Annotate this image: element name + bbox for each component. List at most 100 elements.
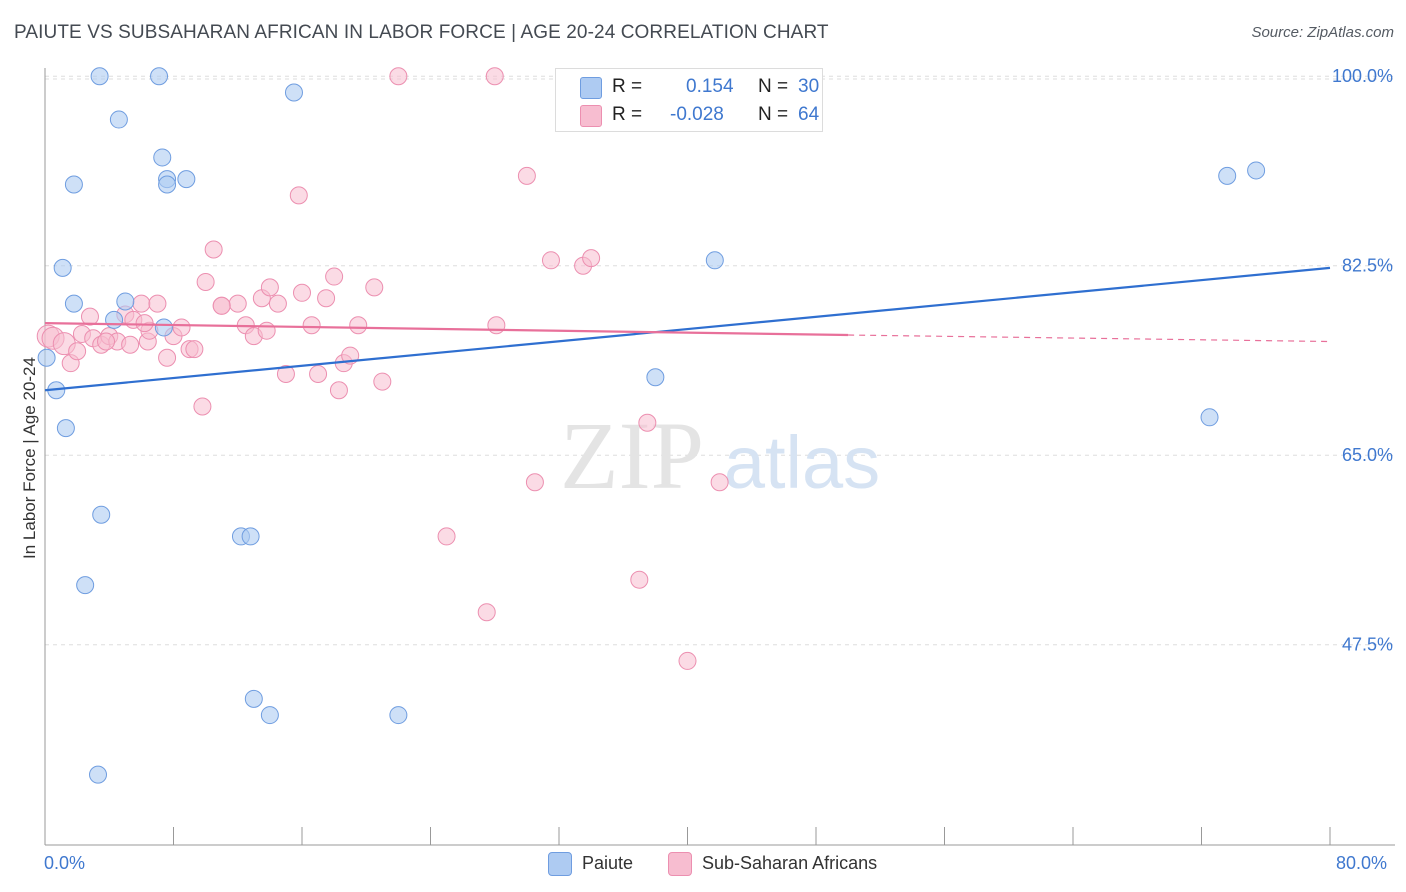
axes [44, 68, 1395, 846]
subsaharan-point [329, 381, 348, 400]
subsaharan-point [196, 272, 215, 291]
paiute-point [56, 419, 75, 438]
y-tick-label-3: 47.5% [1342, 635, 1393, 655]
subsaharan-point [132, 294, 151, 313]
x-tick-min: 0.0% [44, 853, 86, 873]
paiute-point [89, 765, 108, 784]
series-subsaharan [36, 67, 729, 670]
subsaharan-n-label: N = [758, 104, 789, 125]
subsaharan-point [193, 397, 212, 416]
paiute-point [92, 505, 111, 524]
subsaharan-point [630, 570, 649, 589]
subsaharan-point [349, 316, 368, 335]
subsaharan-point [276, 365, 295, 383]
paiute-point [109, 110, 128, 129]
subsaharan-point [68, 342, 87, 361]
subsaharan-point [487, 316, 506, 335]
subsaharan-point [477, 603, 496, 622]
paiute-point [1200, 408, 1219, 427]
subsaharan-point [638, 413, 657, 432]
subsaharan-point [185, 340, 204, 359]
subsaharan-point [541, 251, 560, 270]
subsaharan-point [289, 186, 308, 205]
subsaharan-point [525, 473, 544, 492]
subsaharan-point [172, 318, 191, 337]
paiute-point [76, 576, 95, 595]
paiute-trend-line [44, 266, 1331, 392]
subsaharan-point [485, 67, 504, 86]
paiute-point [158, 175, 177, 194]
stats-legend: R = 0.154 N = 30 R = -0.028 N = 64 [555, 68, 823, 132]
paiute-swatch [580, 77, 602, 99]
subsaharan-point [80, 307, 99, 326]
subsaharan-swatch [580, 105, 602, 127]
subsaharan-point [678, 651, 697, 670]
y-tick-label-0: 100.0% [1332, 66, 1393, 86]
bottom-legend-subsaharan: Sub-Saharan Africans [668, 852, 877, 876]
bottom-subsaharan-swatch [668, 852, 692, 876]
paiute-point [1218, 166, 1237, 185]
paiute-point [244, 689, 263, 708]
chart-title: PAIUTE VS SUBSAHARAN AFRICAN IN LABOR FO… [14, 22, 829, 43]
y-tick-labels: 100.0% 82.5% 65.0% 47.5% [1332, 66, 1393, 654]
subsaharan-point [212, 296, 231, 315]
paiute-point [53, 258, 72, 277]
paiute-point [64, 294, 83, 313]
subsaharan-r-value: -0.028 [670, 104, 724, 125]
paiute-n-value: 30 [798, 76, 820, 97]
paiute-point [241, 527, 260, 546]
subsaharan-point [257, 321, 276, 340]
source-credit: Source: ZipAtlas.com [1251, 24, 1394, 41]
subsaharan-point [204, 240, 223, 259]
trend-lines [44, 266, 1331, 392]
paiute-point [260, 706, 279, 725]
watermark-zip: ZIP [560, 402, 704, 509]
paiute-r-value: 0.154 [686, 76, 734, 97]
paiute-point [389, 706, 408, 725]
bottom-paiute-swatch [548, 852, 572, 876]
subsaharan-n-value: 64 [798, 104, 820, 125]
subsaharan-trend-line [44, 322, 849, 337]
subsaharan-point [97, 332, 116, 351]
subsaharan-point [365, 278, 384, 297]
paiute-point [705, 251, 724, 270]
watermark-atlas: atlas [724, 421, 880, 504]
bottom-legend-paiute: Paiute [548, 852, 633, 876]
paiute-point [64, 175, 83, 194]
subsaharan-point [437, 527, 456, 546]
paiute-point [153, 148, 172, 167]
subsaharan-point [268, 294, 287, 313]
subsaharan-point [260, 278, 279, 297]
grid-lines [45, 75, 1395, 646]
subsaharan-point [325, 267, 344, 286]
subsaharan-point [293, 283, 311, 302]
paiute-point [150, 67, 169, 86]
subsaharan-point [302, 316, 321, 335]
paiute-point [90, 67, 109, 86]
x-tick-max: 80.0% [1336, 853, 1388, 873]
subsaharan-point [582, 249, 601, 268]
paiute-point [284, 83, 303, 102]
subsaharan-point [389, 67, 408, 86]
subsaharan-point [228, 294, 247, 313]
subsaharan-r-label: R = [612, 104, 643, 125]
paiute-point [646, 368, 665, 387]
paiute-point [177, 170, 196, 189]
bottom-subsaharan-label: Sub-Saharan Africans [702, 852, 878, 873]
subsaharan-point [517, 166, 536, 185]
subsaharan-point [317, 289, 336, 308]
subsaharan-point [710, 473, 729, 492]
paiute-point [1247, 161, 1266, 180]
y-tick-label-2: 65.0% [1342, 445, 1393, 465]
paiute-point [105, 310, 124, 329]
subsaharan-point [309, 365, 328, 383]
bottom-paiute-label: Paiute [582, 852, 634, 873]
subsaharan-point [148, 294, 167, 313]
subsaharan-point [121, 335, 140, 354]
paiute-point [154, 318, 173, 337]
paiute-point [116, 292, 135, 311]
subsaharan-trend-extension [848, 334, 1331, 343]
subsaharan-point [158, 348, 177, 367]
paiute-n-label: N = [758, 76, 789, 97]
